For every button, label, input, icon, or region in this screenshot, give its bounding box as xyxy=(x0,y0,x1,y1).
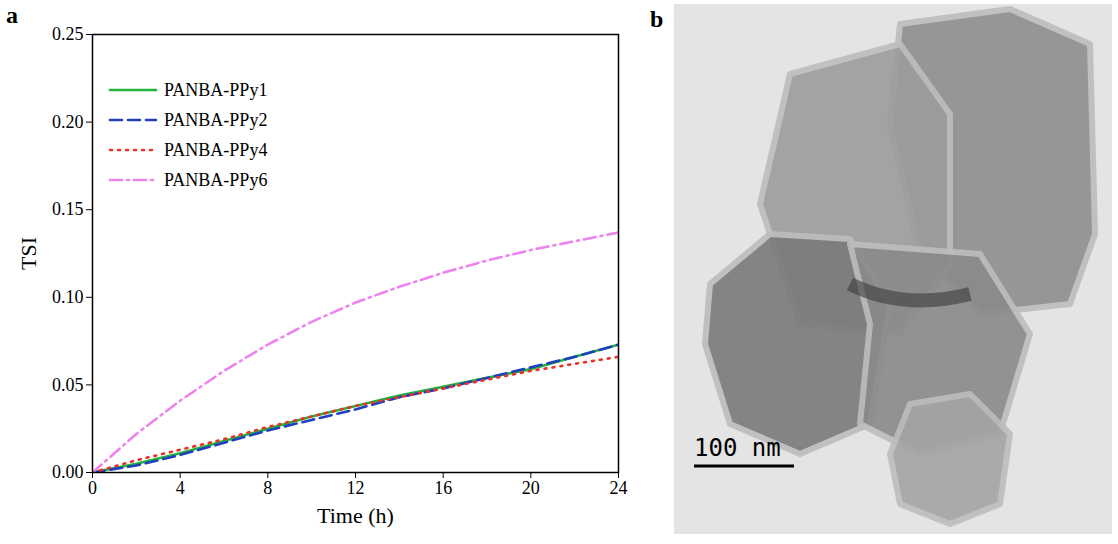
svg-text:Time (h): Time (h) xyxy=(317,503,394,528)
html-text:a: a xyxy=(6,2,18,28)
html-text:b: b xyxy=(650,6,664,32)
svg-text:100 nm: 100 nm xyxy=(694,434,781,462)
svg-text:0.25: 0.25 xyxy=(52,24,84,44)
svg-text:8: 8 xyxy=(263,478,272,498)
svg-text:0.20: 0.20 xyxy=(52,112,84,132)
svg-text:PANBA-PPy1: PANBA-PPy1 xyxy=(164,80,267,100)
svg-text:0.15: 0.15 xyxy=(52,199,84,219)
svg-text:0.00: 0.00 xyxy=(52,462,84,482)
svg-text:0.10: 0.10 xyxy=(52,287,84,307)
svg-text:0.05: 0.05 xyxy=(52,375,84,395)
svg-text:PANBA-PPy4: PANBA-PPy4 xyxy=(164,140,267,160)
svg-text:4: 4 xyxy=(176,478,185,498)
svg-text:TSI: TSI xyxy=(16,237,41,270)
svg-text:24: 24 xyxy=(610,478,628,498)
svg-text:PANBA-PPy2: PANBA-PPy2 xyxy=(164,110,267,130)
svg-text:PANBA-PPy6: PANBA-PPy6 xyxy=(164,170,267,190)
svg-text:20: 20 xyxy=(522,478,540,498)
svg-text:12: 12 xyxy=(347,478,365,498)
svg-text:16: 16 xyxy=(434,478,452,498)
svg-text:0: 0 xyxy=(88,478,97,498)
